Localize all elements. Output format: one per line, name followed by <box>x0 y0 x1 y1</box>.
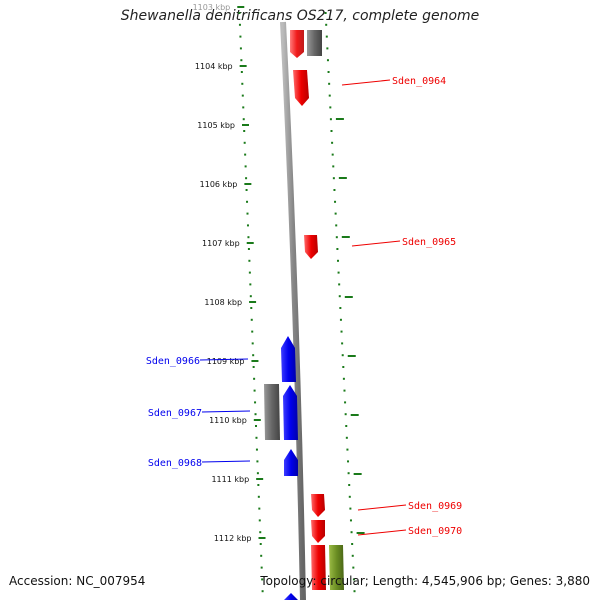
gene-leader-line <box>201 410 251 413</box>
gene-feature-sden-0967 <box>283 385 298 440</box>
gene-feature <box>329 545 344 590</box>
tick-mark <box>246 242 254 244</box>
genome-summary: Topology: circular; Length: 4,545,906 bp… <box>260 574 590 588</box>
tick-label: 1111 kbp <box>211 475 249 484</box>
gene-feature <box>307 30 322 56</box>
tick-mark <box>251 360 259 362</box>
tick-mark <box>244 183 252 185</box>
gene-leader-line <box>357 529 407 536</box>
tick-label: 1106 kbp <box>200 180 238 189</box>
tick-mark <box>253 419 261 421</box>
tick-mark <box>256 478 264 480</box>
gene-features <box>264 30 344 600</box>
gene-feature <box>290 30 304 58</box>
gene-feature-sden-0969 <box>311 494 325 517</box>
gene-leader-line <box>199 358 249 361</box>
gene-feature <box>284 593 298 600</box>
tick-label: 1110 kbp <box>209 416 247 425</box>
gene-leader-line <box>351 240 401 247</box>
gene-label: Sden_0966 <box>146 356 200 367</box>
gene-labels: Sden_0964 Sden_0965 Sden_0966 Sden_0967 Sden… <box>146 76 462 537</box>
tick-label: 1109 kbp <box>207 357 245 366</box>
tick-label: 1105 kbp <box>197 121 235 130</box>
gene-label: Sden_0970 <box>408 526 462 537</box>
gene-leader-line <box>357 504 407 511</box>
gene-label: Sden_0964 <box>392 76 446 87</box>
tick-label: 1103 kbp <box>193 3 231 12</box>
tick-mark <box>242 124 249 126</box>
tick-marks: 1103 kbp 1104 kbp 1105 kbp 1106 kbp 1107 kbp… <box>193 3 266 543</box>
gene-feature-sden-0970 <box>311 520 325 543</box>
gene-leader-line <box>341 79 391 86</box>
tick-label: 1108 kbp <box>204 298 242 307</box>
tick-mark <box>239 65 247 67</box>
genome-backbone <box>280 21 306 600</box>
accession-label: Accession: NC_007954 <box>9 574 146 588</box>
tick-mark <box>237 6 245 8</box>
gene-feature <box>264 384 280 440</box>
gene-feature-sden-0968 <box>284 449 298 476</box>
gene-label: Sden_0965 <box>402 237 456 248</box>
gene-feature-sden-0966 <box>281 336 296 382</box>
gene-feature <box>311 545 326 590</box>
tick-label: 1112 kbp <box>214 534 252 543</box>
tick-mark <box>258 537 266 539</box>
track-guides <box>238 12 365 593</box>
gene-label: Sden_0969 <box>408 501 462 512</box>
gene-leader-line <box>201 460 251 463</box>
gene-label: Sden_0968 <box>148 458 202 469</box>
page-title: Shewanella denitrificans OS217, complete… <box>120 8 480 24</box>
gene-label: Sden_0967 <box>148 408 202 419</box>
tick-mark <box>249 301 257 303</box>
tick-label: 1107 kbp <box>202 239 240 248</box>
gene-feature-sden-0964 <box>293 70 309 106</box>
tick-label: 1104 kbp <box>195 62 233 71</box>
gene-feature-sden-0965 <box>304 235 318 259</box>
